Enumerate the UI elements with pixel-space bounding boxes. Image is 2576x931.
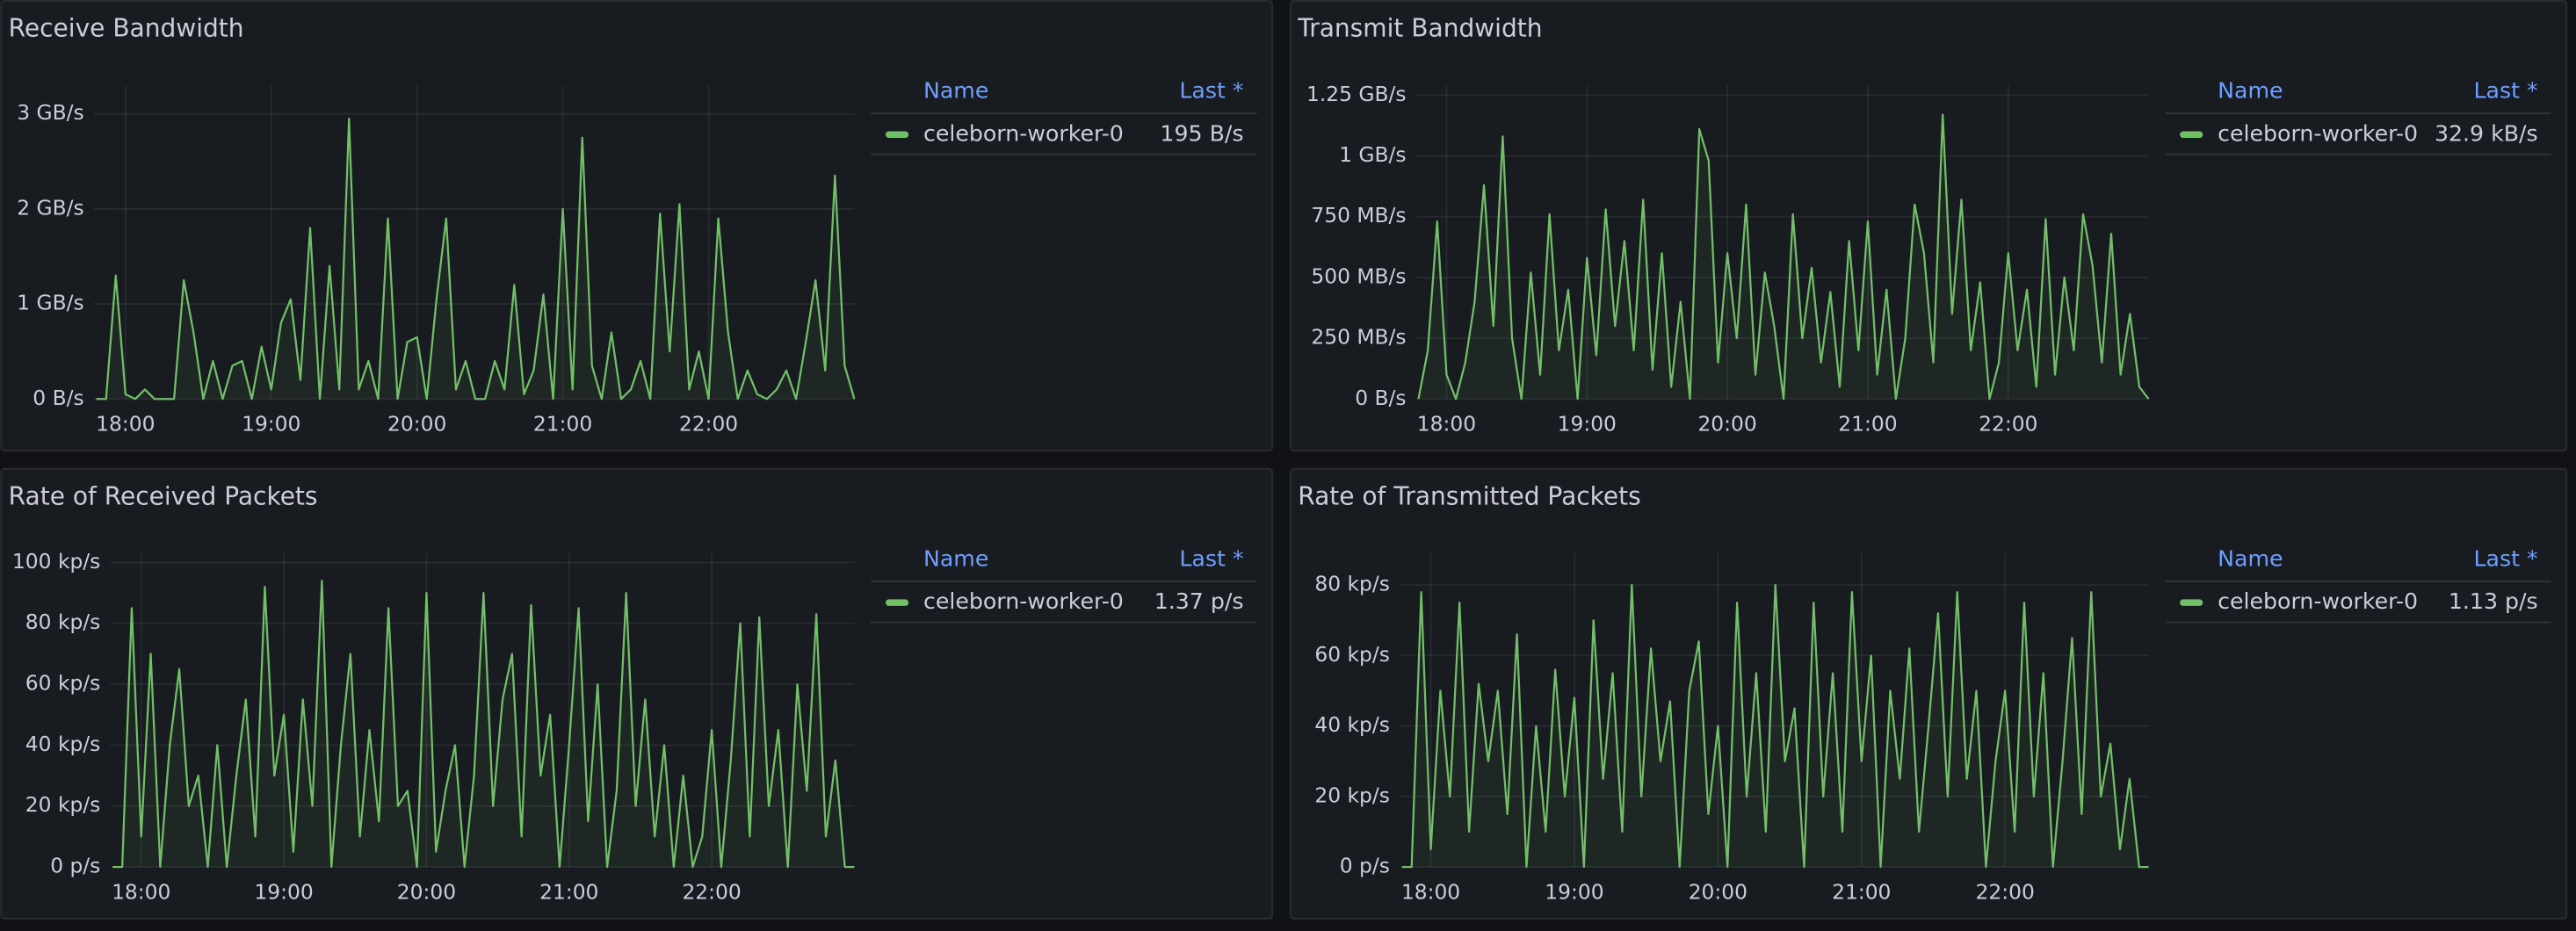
legend-last: 32.9 kB/s (2435, 120, 2538, 146)
y-tick-label: 80 kp/s (25, 610, 101, 634)
panel-title: Receive Bandwidth (9, 14, 244, 43)
series-line (96, 117, 856, 401)
y-tick-label: 60 kp/s (25, 671, 101, 696)
panel-title: Transmit Bandwidth (1297, 14, 1542, 43)
panel: Receive Bandwidth 0 B/s 1 GB/s 2 GB/s 3 GB/s… (0, 0, 1274, 452)
series-area (96, 119, 855, 400)
x-tick-label: 19:00 (1558, 412, 1617, 437)
y-tick-label: 60 kp/s (1314, 642, 1390, 667)
legend-header: Name (923, 545, 988, 571)
legend-swatch (885, 131, 909, 139)
x-tick-label: 20:00 (1697, 412, 1756, 437)
legend-name: celeborn-worker-0 (2218, 120, 2418, 146)
legend-header: Name (2218, 545, 2283, 571)
x-tick-label: 22:00 (1976, 880, 2035, 905)
x-tick-label: 19:00 (1545, 880, 1603, 905)
panel: Rate of Transmitted Packets 0 p/s 20 kp/s 4… (1289, 467, 2568, 920)
panel-frame (1289, 0, 2568, 452)
legend-swatch (2180, 599, 2203, 606)
panel-frame (0, 467, 1274, 920)
x-tick-label: 19:00 (242, 412, 300, 437)
legend-last: 1.13 p/s (2449, 588, 2538, 614)
legend-header: Last * (2474, 78, 2538, 104)
y-tick-label: 40 kp/s (25, 732, 101, 756)
legend-name: celeborn-worker-0 (923, 120, 1124, 146)
legend-swatch (2180, 131, 2203, 139)
panel-title: Rate of Transmitted Packets (1298, 481, 1641, 510)
panel-frame (0, 0, 1274, 452)
y-tick-label: 0 p/s (50, 854, 100, 878)
x-tick-label: 21:00 (539, 880, 598, 905)
x-tick-label: 20:00 (397, 880, 456, 905)
legend-header: Last * (2474, 545, 2538, 571)
y-tick-label: 20 kp/s (1314, 783, 1390, 807)
panel: Transmit Bandwidth 0 B/s 250 MB/s 500 MB/s 7… (1289, 0, 2568, 452)
y-tick-label: 100 kp/s (12, 549, 100, 574)
x-tick-label: 18:00 (112, 880, 170, 905)
y-tick-label: 500 MB/s (1311, 263, 1406, 288)
y-tick-label: 1 GB/s (1339, 142, 1406, 167)
x-tick-label: 18:00 (96, 412, 155, 437)
panel: Rate of Received Packets 0 p/s 20 kp/s 40 k… (0, 467, 1274, 920)
series-line (1401, 583, 2149, 869)
x-tick-label: 20:00 (1689, 880, 1747, 905)
x-tick-label: 21:00 (1838, 412, 1897, 437)
legend-header: Name (2218, 78, 2283, 104)
y-tick-label: 40 kp/s (1314, 712, 1390, 737)
x-tick-label: 21:00 (533, 412, 592, 437)
y-tick-label: 0 p/s (1340, 854, 1390, 878)
y-tick-label: 0 B/s (33, 386, 83, 410)
x-tick-label: 21:00 (1832, 880, 1891, 905)
panel-title: Rate of Received Packets (9, 481, 318, 510)
x-tick-label: 19:00 (254, 880, 313, 905)
legend-name: celeborn-worker-0 (2218, 588, 2418, 614)
y-tick-label: 2 GB/s (17, 195, 83, 220)
y-tick-label: 1.25 GB/s (1306, 82, 1407, 106)
legend-name: celeborn-worker-0 (923, 588, 1124, 614)
legend-header: Name (923, 78, 988, 104)
series-area (112, 581, 855, 868)
y-tick-label: 0 B/s (1355, 386, 1406, 410)
series-area (1418, 114, 2149, 400)
series-line (112, 580, 855, 869)
x-tick-label: 22:00 (682, 880, 741, 905)
x-tick-label: 18:00 (1401, 880, 1460, 905)
y-tick-label: 250 MB/s (1311, 325, 1406, 350)
x-tick-label: 22:00 (1979, 412, 2037, 437)
y-tick-label: 750 MB/s (1311, 203, 1406, 227)
series-line (1417, 113, 2150, 401)
y-tick-label: 80 kp/s (1314, 572, 1390, 596)
x-tick-label: 20:00 (387, 412, 446, 437)
legend-header: Last * (1179, 545, 1243, 571)
x-tick-label: 22:00 (679, 412, 738, 437)
y-tick-label: 3 GB/s (17, 100, 83, 125)
legend-header: Last * (1179, 78, 1243, 104)
y-tick-label: 20 kp/s (25, 792, 101, 817)
panel-frame (1289, 467, 2568, 920)
legend-last: 195 B/s (1160, 120, 1243, 146)
series-area (1401, 585, 2149, 868)
x-tick-label: 18:00 (1417, 412, 1476, 437)
legend-swatch (885, 599, 909, 606)
legend-last: 1.37 p/s (1154, 588, 1244, 614)
y-tick-label: 1 GB/s (17, 291, 83, 315)
